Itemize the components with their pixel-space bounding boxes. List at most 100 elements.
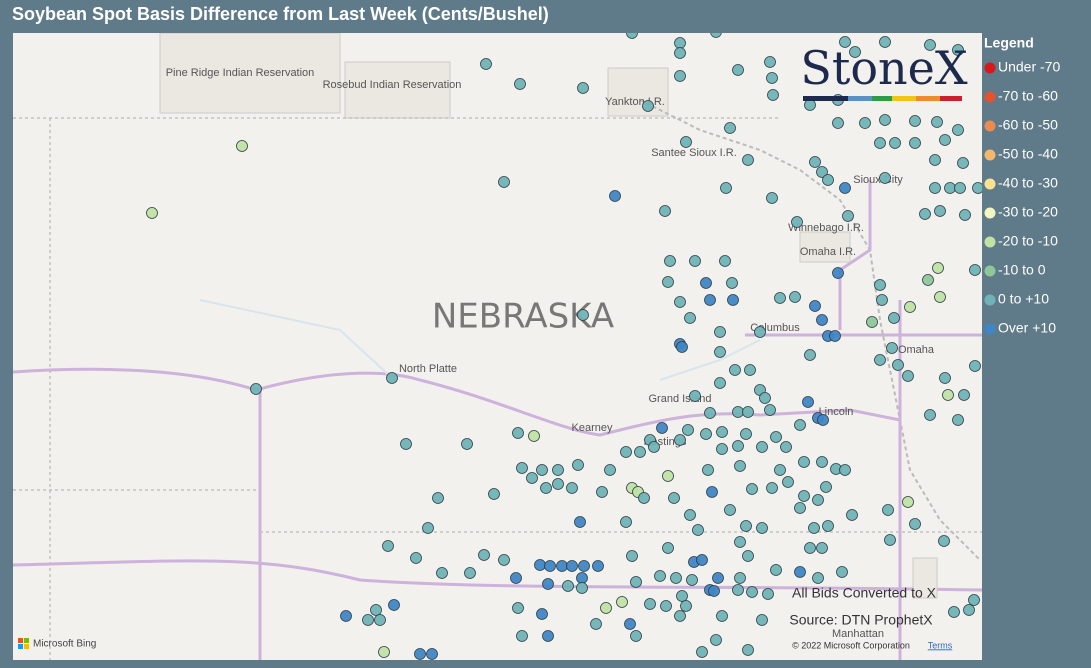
station-marker xyxy=(577,82,589,94)
station-marker xyxy=(638,492,650,504)
logo-bar xyxy=(803,96,962,101)
terms-link[interactable]: Terms xyxy=(928,640,953,650)
station-marker xyxy=(746,483,758,495)
station-marker xyxy=(816,166,828,178)
station-marker xyxy=(939,134,951,146)
station-marker xyxy=(866,316,878,328)
legend-swatch xyxy=(984,323,996,335)
station-marker xyxy=(710,33,722,38)
station-marker xyxy=(817,414,829,426)
station-marker xyxy=(798,490,810,502)
logo: StoneX xyxy=(800,41,968,95)
place-label: North Platte xyxy=(399,363,457,375)
station-marker xyxy=(820,481,832,493)
station-marker xyxy=(668,492,680,504)
station-marker xyxy=(909,115,921,127)
station-marker xyxy=(744,364,756,376)
station-marker xyxy=(756,522,768,534)
station-marker xyxy=(674,610,686,622)
station-marker xyxy=(464,567,476,579)
station-marker xyxy=(662,470,674,482)
station-marker xyxy=(648,441,660,453)
station-marker xyxy=(670,572,682,584)
station-marker xyxy=(791,216,803,228)
station-marker xyxy=(958,389,970,401)
station-marker xyxy=(388,599,400,611)
station-marker xyxy=(642,100,654,112)
station-marker xyxy=(802,396,814,408)
station-marker xyxy=(774,292,786,304)
station-marker xyxy=(696,646,708,658)
station-marker xyxy=(620,516,632,528)
station-marker xyxy=(370,604,382,616)
station-marker xyxy=(562,580,574,592)
station-marker xyxy=(879,114,891,126)
station-marker xyxy=(836,566,848,578)
station-marker xyxy=(816,314,828,326)
station-marker xyxy=(700,428,712,440)
station-marker xyxy=(526,472,538,484)
station-marker xyxy=(938,535,950,547)
station-marker xyxy=(566,482,578,494)
station-marker xyxy=(710,634,722,646)
station-marker xyxy=(146,207,158,219)
map-title: Soybean Spot Basis Difference from Last … xyxy=(12,4,549,24)
station-marker xyxy=(804,349,816,361)
station-marker xyxy=(662,542,674,554)
station-marker xyxy=(626,550,638,562)
place-label: Rosebud Indian Reservation xyxy=(323,79,462,91)
station-marker xyxy=(340,610,352,622)
station-marker xyxy=(676,341,688,353)
station-marker xyxy=(704,407,716,419)
station-marker xyxy=(692,524,704,536)
station-marker xyxy=(674,37,686,49)
station-marker xyxy=(952,44,964,56)
station-marker xyxy=(726,277,738,289)
station-marker xyxy=(798,456,810,468)
station-marker xyxy=(952,124,964,136)
station-marker xyxy=(732,406,744,418)
station-marker xyxy=(842,210,854,222)
station-marker xyxy=(909,137,921,149)
station-marker xyxy=(754,326,766,338)
station-marker xyxy=(876,294,888,306)
station-marker xyxy=(849,46,861,58)
station-marker xyxy=(362,614,374,626)
legend-swatch xyxy=(984,62,996,74)
station-marker xyxy=(939,372,951,384)
station-marker xyxy=(931,116,943,128)
station-marker xyxy=(250,383,262,395)
station-marker xyxy=(374,614,386,626)
station-marker xyxy=(780,441,792,453)
legend: Under -70 -70 to -60 -60 to -50 -50 to -40 -… xyxy=(984,59,1060,336)
station-marker xyxy=(963,604,975,616)
place-label: Grand Island xyxy=(649,393,712,405)
place-label: Omaha xyxy=(898,344,935,356)
station-marker xyxy=(680,136,692,148)
station-marker xyxy=(488,488,500,500)
station-marker xyxy=(540,482,552,494)
station-marker xyxy=(577,309,589,321)
station-marker xyxy=(512,427,524,439)
station-marker xyxy=(566,560,578,572)
station-marker xyxy=(746,586,758,598)
station-marker xyxy=(839,36,851,48)
station-marker xyxy=(712,572,724,584)
station-marker xyxy=(874,137,886,149)
station-marker xyxy=(700,277,712,289)
station-marker xyxy=(716,443,728,455)
station-marker xyxy=(742,154,754,166)
legend-swatch xyxy=(984,207,996,219)
station-marker xyxy=(478,549,490,561)
station-marker xyxy=(934,205,946,217)
station-marker xyxy=(422,522,434,534)
station-marker xyxy=(948,606,960,618)
station-marker xyxy=(630,576,642,588)
station-marker xyxy=(756,441,768,453)
station-marker xyxy=(498,554,510,566)
station-marker xyxy=(624,618,636,630)
station-marker xyxy=(904,301,916,313)
station-marker xyxy=(884,534,896,546)
station-marker xyxy=(832,267,844,279)
